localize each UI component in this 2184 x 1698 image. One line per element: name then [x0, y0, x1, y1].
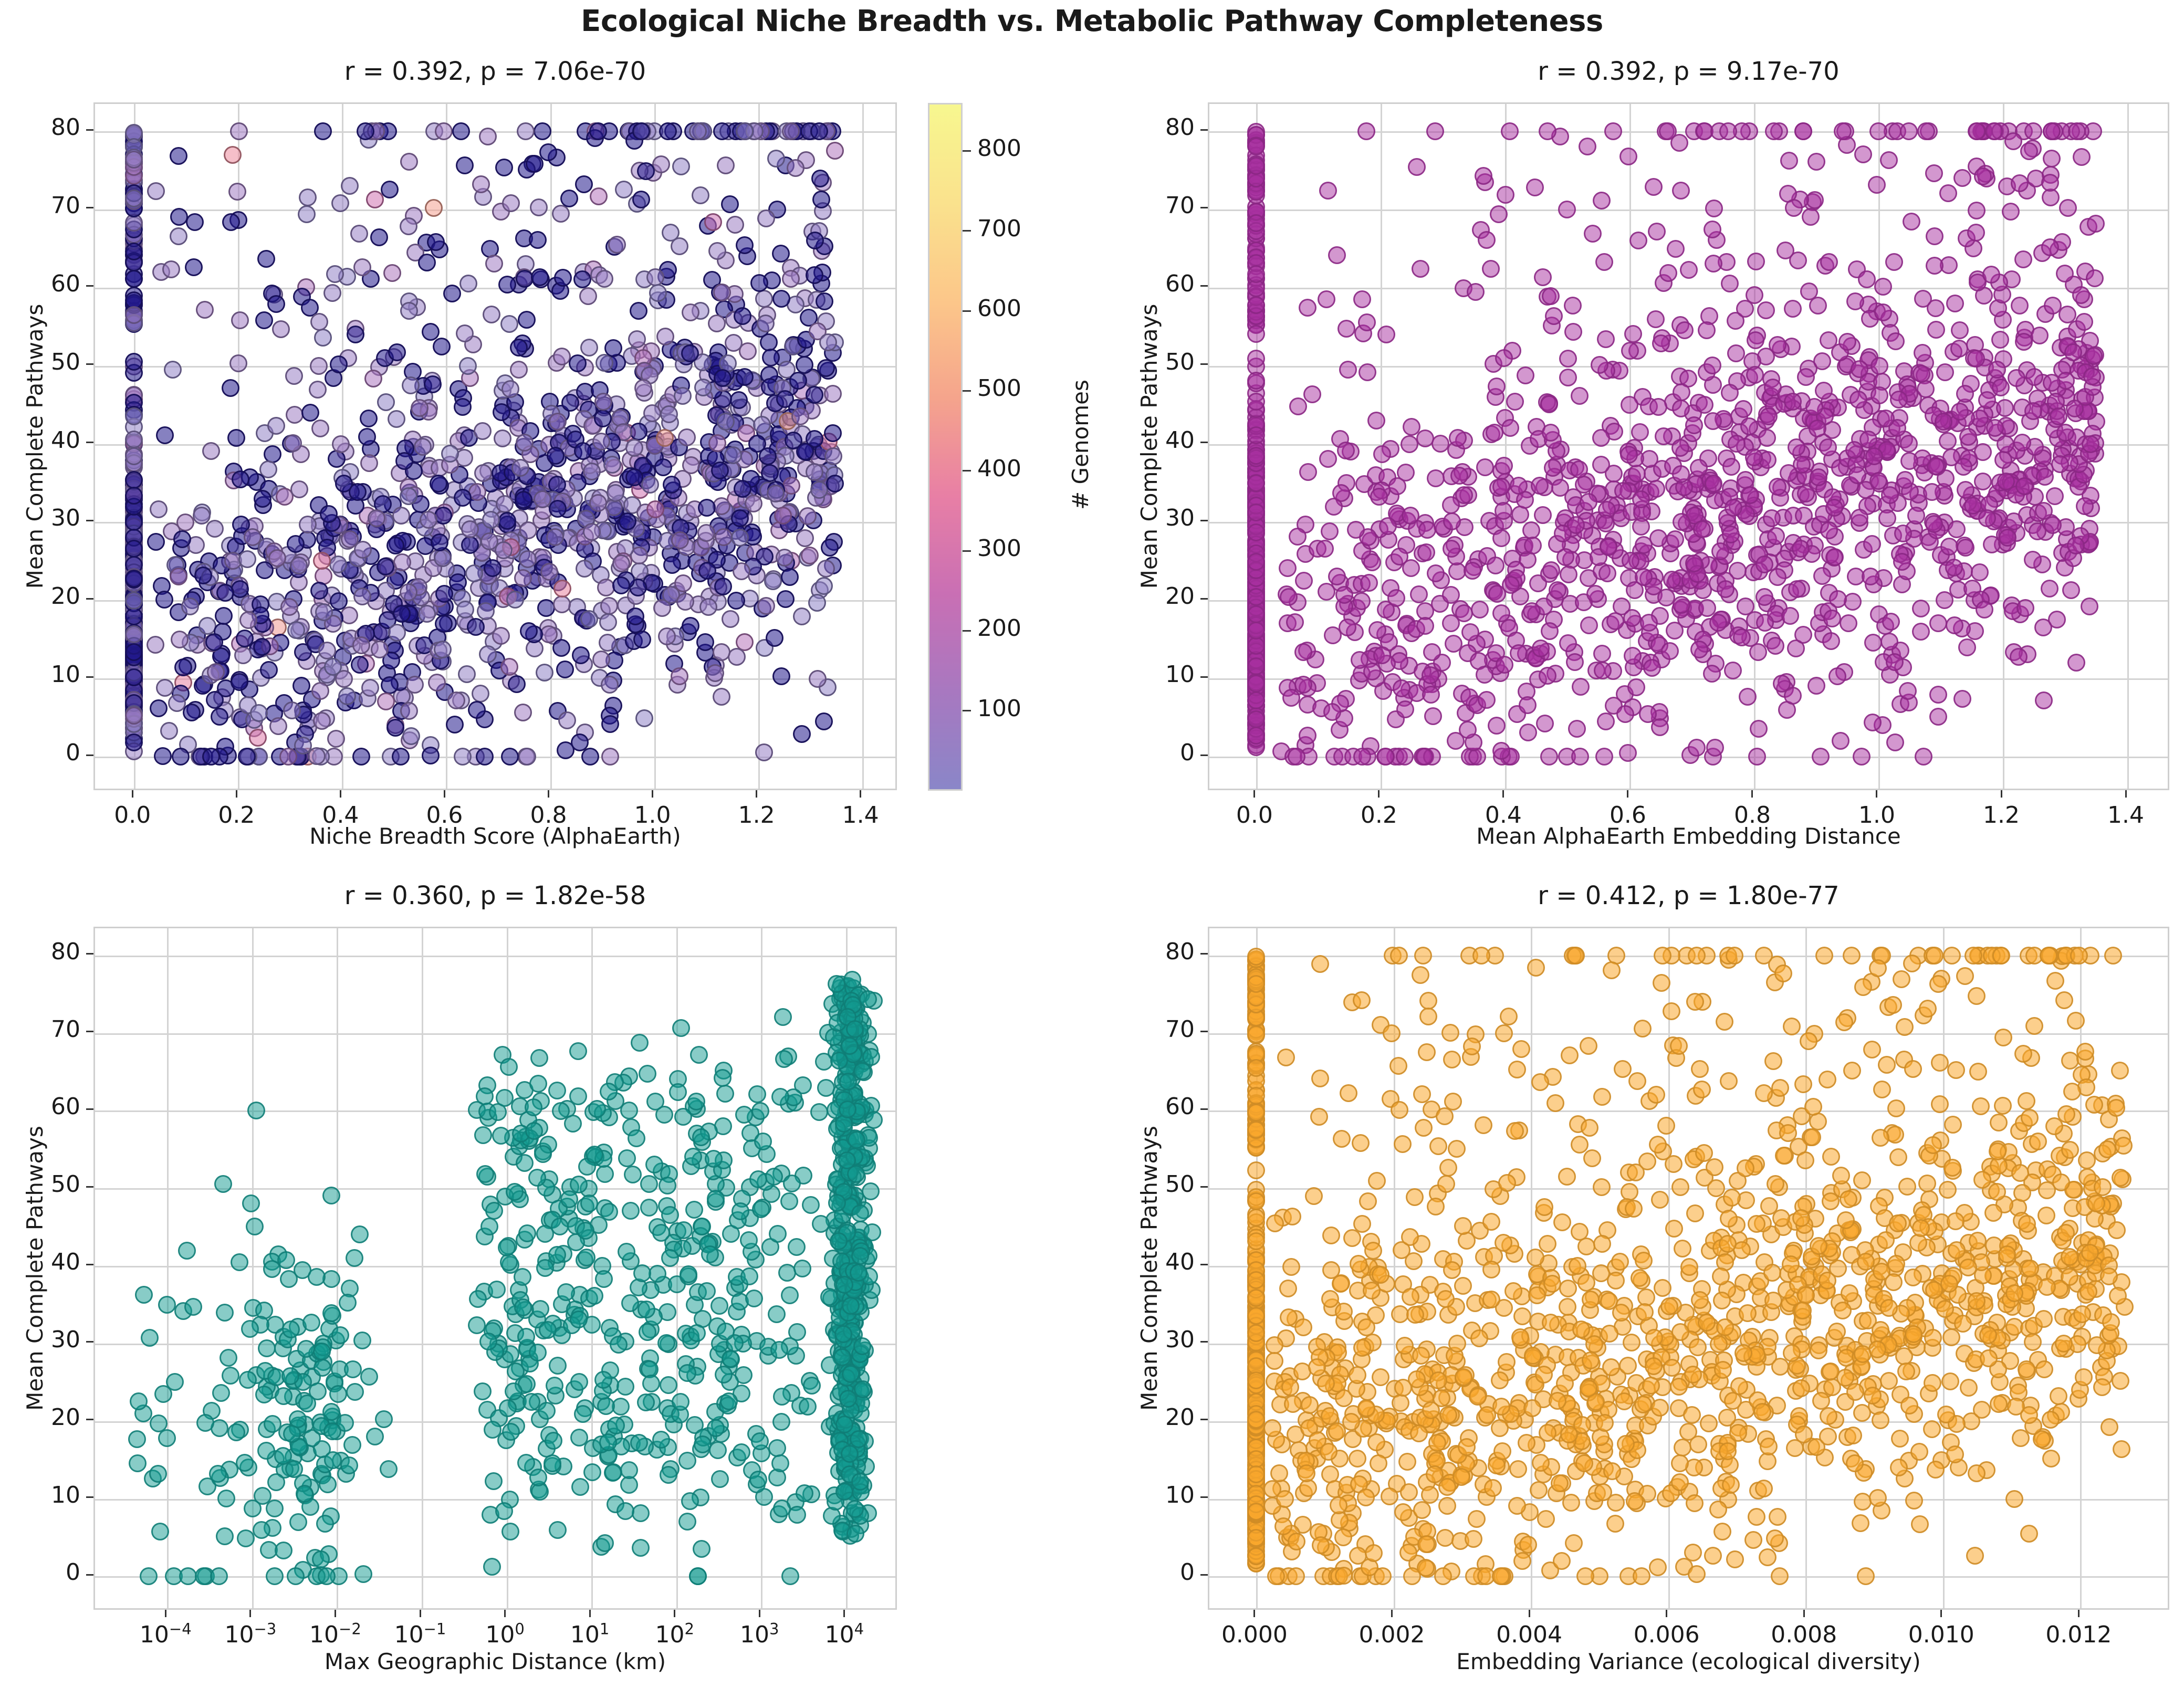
scatter-point	[323, 284, 342, 302]
panel-top-left-title: r = 0.392, p = 7.06e-70	[344, 57, 646, 86]
scatter-point	[1770, 1567, 1789, 1586]
scatter-point	[1691, 1060, 1709, 1078]
scatter-point	[1904, 1060, 1922, 1078]
scatter-point	[1546, 1094, 1564, 1112]
scatter-point	[1513, 1307, 1532, 1326]
scatter-point	[1843, 1061, 1861, 1079]
scatter-point	[309, 496, 328, 514]
panel-bottom-right-title: r = 0.412, p = 1.80e-77	[1538, 881, 1840, 910]
scatter-point	[255, 311, 273, 329]
scatter-point	[492, 203, 510, 221]
scatter-point	[615, 180, 633, 198]
scatter-point	[601, 748, 620, 766]
scatter-point	[530, 198, 548, 217]
scatter-point	[537, 599, 555, 617]
gridline-horizontal	[95, 757, 895, 758]
scatter-point	[1726, 1550, 1744, 1568]
scatter-point	[257, 250, 276, 268]
scatter-point	[535, 663, 553, 682]
scatter-point	[1606, 1515, 1625, 1533]
panel-bottom-right-plot-area	[1208, 927, 2169, 1610]
scatter-point	[366, 190, 384, 208]
scatter-point	[1665, 1220, 1684, 1238]
gridline-vertical	[862, 104, 864, 789]
scatter-point	[755, 743, 773, 762]
gridline-horizontal	[1209, 1033, 2168, 1035]
scatter-point	[1744, 1531, 1762, 1549]
scatter-point	[1279, 1280, 1297, 1298]
scatter-point	[1333, 1130, 1351, 1148]
scatter-point	[1956, 967, 1974, 985]
scatter-point	[681, 617, 699, 635]
scatter-point	[772, 290, 791, 308]
gridline-horizontal	[95, 366, 895, 368]
scatter-point	[1890, 1430, 1909, 1448]
scatter-point	[736, 633, 754, 652]
scatter-point	[1863, 1041, 1882, 1059]
scatter-point	[1447, 1139, 1466, 1158]
scatter-point	[231, 311, 249, 330]
scatter-point	[1628, 1072, 1647, 1090]
gridline-horizontal	[95, 678, 895, 680]
scatter-point	[149, 500, 168, 519]
scatter-point	[248, 728, 267, 747]
gridline-horizontal	[95, 288, 895, 289]
scatter-point	[672, 158, 691, 176]
scatter-point	[285, 406, 304, 424]
scatter-point	[370, 228, 389, 247]
scatter-point	[517, 311, 536, 329]
scatter-point	[777, 590, 795, 608]
scatter-point	[726, 215, 744, 234]
scatter-point	[224, 145, 242, 164]
scatter-point	[264, 445, 282, 463]
scatter-point	[1759, 1548, 1777, 1566]
panel-top-left-plot-area	[93, 102, 897, 790]
scatter-point	[170, 227, 188, 245]
figure-suptitle: Ecological Niche Breadth vs. Metabolic P…	[581, 4, 1603, 38]
gridline-horizontal	[95, 444, 895, 446]
